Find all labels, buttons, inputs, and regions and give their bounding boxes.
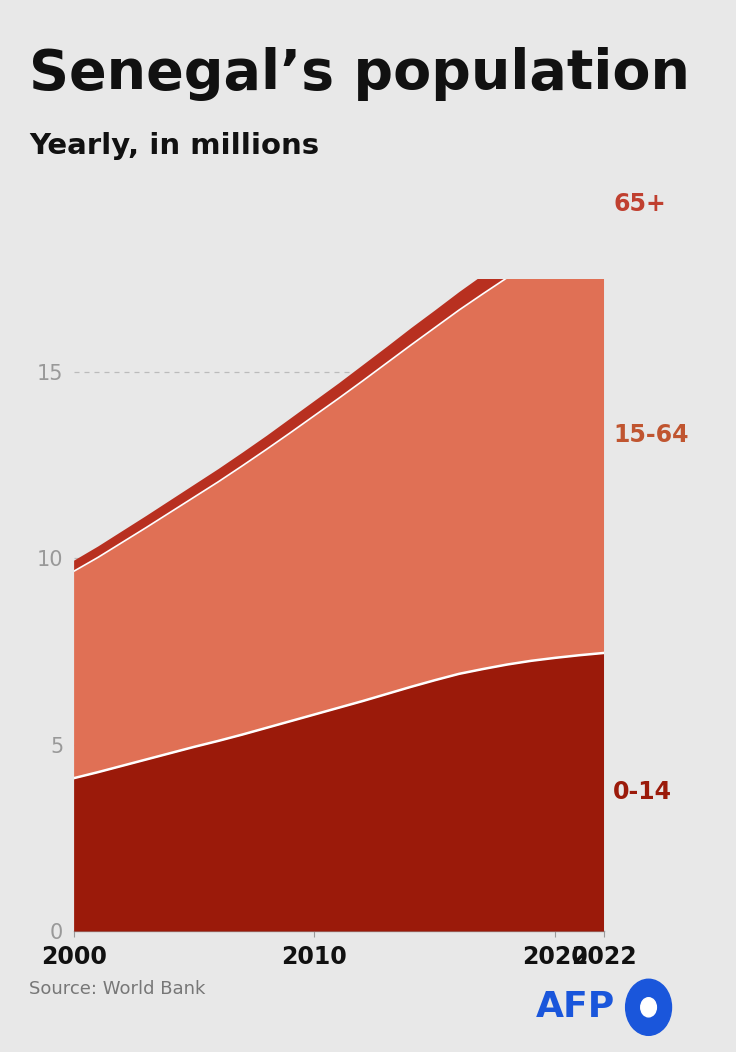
Circle shape: [626, 979, 671, 1035]
Text: Source: World Bank: Source: World Bank: [29, 980, 206, 998]
Text: 15-64: 15-64: [613, 423, 689, 446]
Text: AFP: AFP: [536, 990, 615, 1025]
Text: 65+: 65+: [613, 191, 666, 216]
Text: Senegal’s population: Senegal’s population: [29, 47, 690, 101]
Text: Yearly, in millions: Yearly, in millions: [29, 132, 319, 160]
Circle shape: [641, 997, 657, 1017]
Text: 0-14: 0-14: [613, 780, 672, 804]
